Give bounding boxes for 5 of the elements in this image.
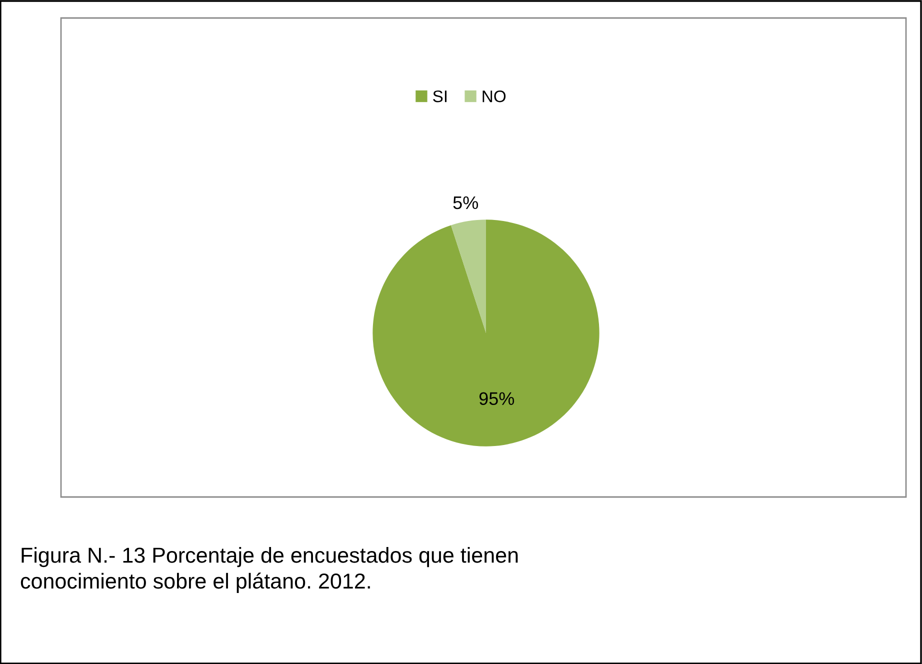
data-label: 5%	[453, 196, 478, 210]
text: Figura N.- 13 Porcentaje de encuestados que tienen conocimiento sobre el plátano. 2012.	[20, 547, 518, 593]
data-label: 95%	[479, 392, 514, 406]
legend-label: NO	[482, 90, 506, 102]
legend-label: SI	[433, 90, 447, 102]
